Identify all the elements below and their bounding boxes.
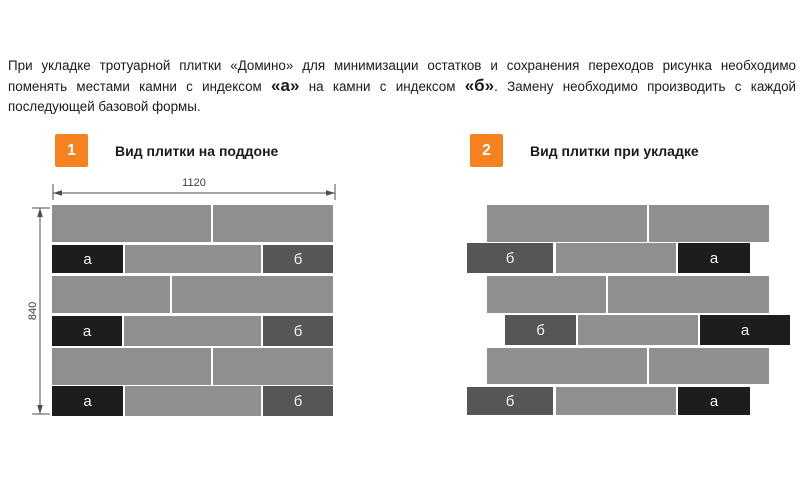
tile-gray (52, 205, 211, 242)
tile-gray (213, 205, 333, 242)
tile-b: б (467, 243, 553, 273)
tile-gray (578, 315, 698, 345)
tile-gray (125, 245, 261, 273)
tile-a: а (52, 316, 122, 346)
index-letter: «б» (464, 76, 495, 95)
tile-gray (649, 205, 769, 242)
arrow-left-icon (53, 190, 62, 196)
tile-gray (125, 386, 261, 416)
tile-gray (487, 205, 647, 242)
tile-b: б (505, 315, 576, 345)
width-dimension-line: 1120 (52, 177, 336, 200)
text-segment: . Замену необходимо производить с каждой… (8, 79, 796, 114)
tile-gray (556, 387, 676, 415)
tile-gray (487, 348, 647, 384)
tile-gray (556, 243, 676, 273)
step-2-badge: 2 (470, 134, 503, 167)
text-segment: на камни с индексом (299, 79, 465, 94)
height-dimension-line: 840 (27, 207, 50, 415)
tile-a: а (700, 315, 790, 345)
tile-gray (608, 276, 769, 313)
step-1-badge: 1 (55, 134, 88, 167)
index-letter: «а» (271, 76, 300, 95)
tile-b: б (263, 316, 333, 346)
width-dimension-label: 1120 (182, 177, 206, 189)
tile-gray (172, 276, 333, 313)
tile-gray (649, 348, 769, 384)
instruction-text: При укладке тротуарной плитки «Домино» д… (8, 56, 796, 117)
tile-b: б (263, 386, 333, 416)
tile-gray (124, 316, 261, 346)
text-segment: При укладке тротуарной плитки «Домино» д… (8, 58, 796, 94)
tile-gray (52, 276, 170, 313)
panel-2-header: 2 Вид плитки при укладке (470, 134, 699, 167)
tile-a: а (678, 243, 750, 273)
tile-gray (52, 348, 211, 385)
panel-1-header: 1 Вид плитки на поддоне (55, 134, 278, 167)
tile-b: б (467, 387, 553, 415)
pallet-diagram: а б а б а б (52, 205, 333, 416)
panel-1-title: Вид плитки на поддоне (115, 142, 279, 159)
height-dimension-label: 840 (27, 302, 39, 320)
tile-a: а (678, 387, 750, 415)
arrow-down-icon (37, 405, 43, 414)
tile-gray (213, 348, 333, 385)
arrow-right-icon (326, 190, 335, 196)
arrow-up-icon (37, 208, 43, 217)
tile-b: б (263, 245, 333, 273)
tile-a: а (52, 386, 123, 416)
laying-diagram: б а б а б а (467, 205, 790, 416)
tile-a: а (52, 245, 123, 273)
panel-2-title: Вид плитки при укладке (530, 142, 699, 159)
tile-gray (487, 276, 606, 313)
